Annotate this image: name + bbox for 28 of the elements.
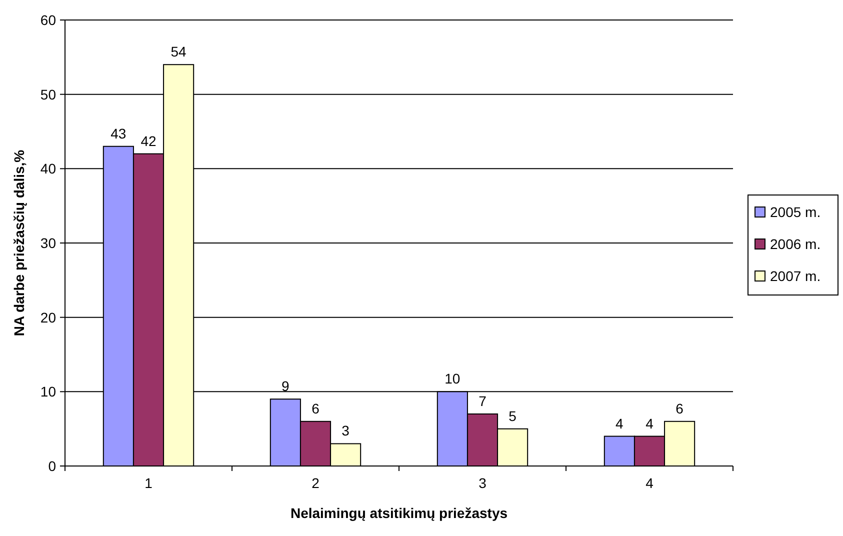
- y-tick-label: 0: [48, 458, 56, 474]
- x-tick-label: 4: [646, 475, 654, 491]
- data-label: 42: [140, 132, 156, 149]
- y-tick-label: 30: [40, 235, 56, 251]
- data-label: 43: [110, 125, 126, 142]
- data-label: 5: [508, 408, 517, 424]
- legend-label: 2006 m.: [770, 236, 821, 252]
- legend-label: 2007 m.: [770, 268, 821, 284]
- y-tick-label: 40: [40, 160, 56, 177]
- x-tick-label: 3: [478, 475, 487, 491]
- y-tick-label: 50: [40, 86, 56, 102]
- data-label: 54: [170, 44, 187, 60]
- data-label: 6: [312, 400, 320, 416]
- data-label: 3: [342, 422, 350, 439]
- y-tick-label: 10: [40, 384, 56, 400]
- x-tick-label: 1: [144, 475, 153, 491]
- y-axis-title: NA darbe priežasčių dalis,%: [11, 149, 27, 336]
- x-tick-label: 2: [312, 475, 320, 491]
- y-tick-label: 60: [40, 12, 56, 28]
- data-label: 4: [646, 415, 654, 432]
- data-label: 7: [478, 392, 487, 409]
- data-label: 6: [676, 400, 684, 416]
- data-label: 9: [282, 378, 290, 394]
- x-axis-title: Nelaimingų atsitikimų priežastys: [290, 505, 508, 521]
- data-label: 10: [444, 370, 460, 387]
- y-tick-label: 20: [40, 309, 56, 326]
- legend-label: 2005 m.: [770, 204, 821, 220]
- data-label: 4: [616, 415, 624, 432]
